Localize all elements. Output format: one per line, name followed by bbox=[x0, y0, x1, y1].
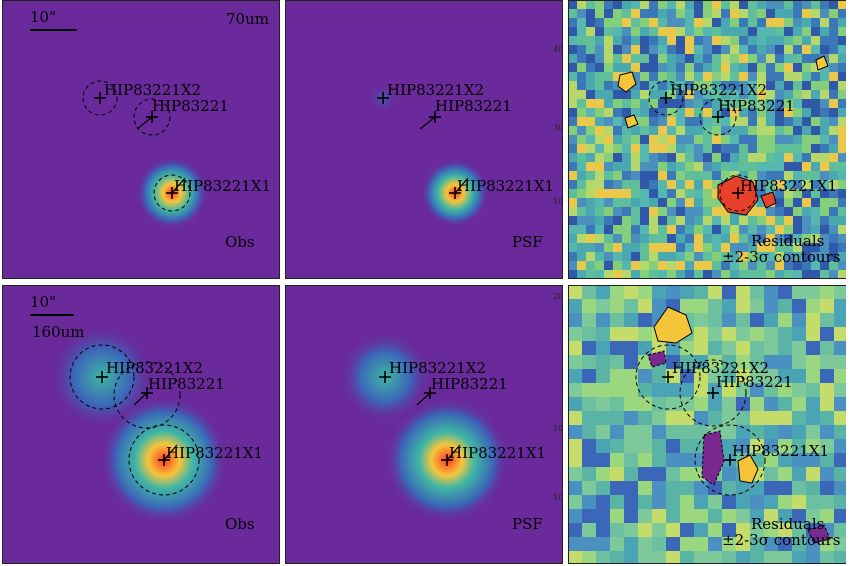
panel-label: PSF bbox=[512, 515, 543, 533]
source-label-x2: HIP83221X2 bbox=[106, 359, 204, 377]
source-label-x2: HIP83221X2 bbox=[387, 81, 485, 99]
source-label-x1: HIP83221X1 bbox=[457, 177, 555, 195]
panel-label-line2: ±2-3σ contours bbox=[722, 531, 841, 549]
scale-bar-label: 10" bbox=[30, 8, 56, 26]
residual-image-70um bbox=[568, 0, 846, 279]
axis-tick: 10 bbox=[553, 197, 563, 206]
panel-70um-psf: 40 30 10 HIP83221X2 HIP83221 HIP83221X1 … bbox=[285, 0, 563, 279]
source-label-main: HIP83221 bbox=[431, 375, 508, 393]
panel-70um-residuals: HIP83221X2 HIP83221 HIP83221X1 Residuals… bbox=[568, 0, 846, 279]
panel-160um-psf: 20 10 10 HIP83221X2 HIP83221 HIP83221X1 … bbox=[285, 285, 563, 564]
axis-tick: 10 bbox=[553, 493, 563, 502]
axis-tick: 30 bbox=[553, 123, 563, 132]
axis-tick: 40 bbox=[553, 45, 563, 54]
panel-label: Obs bbox=[225, 233, 255, 251]
source-label-main: HIP83221 bbox=[152, 97, 229, 115]
source-label-x1: HIP83221X1 bbox=[174, 177, 272, 195]
band-label: 160um bbox=[32, 323, 85, 341]
source-label-x1: HIP83221X1 bbox=[740, 177, 838, 195]
source-label-x2: HIP83221X2 bbox=[672, 359, 770, 377]
axis-tick: 20 bbox=[553, 292, 563, 301]
residual-image-160um bbox=[568, 285, 846, 564]
scale-bar-label: 10" bbox=[30, 293, 56, 311]
panel-label: Obs bbox=[225, 515, 255, 533]
source-label-x2: HIP83221X2 bbox=[389, 359, 487, 377]
source-label-main: HIP83221 bbox=[716, 373, 793, 391]
psf-image-160um bbox=[285, 285, 563, 564]
obs-image-160um bbox=[2, 285, 280, 564]
panel-label-line2: ±2-3σ contours bbox=[722, 248, 841, 266]
obs-image-70um bbox=[2, 0, 280, 279]
source-label-x1: HIP83221X1 bbox=[166, 444, 264, 462]
panel-label: PSF bbox=[512, 233, 543, 251]
panel-label-line1: Residuals bbox=[751, 515, 825, 533]
source-label-x1: HIP83221X1 bbox=[732, 442, 830, 460]
psf-image-70um bbox=[285, 0, 563, 279]
source-label-x1: HIP83221X1 bbox=[449, 444, 547, 462]
source-label-main: HIP83221 bbox=[718, 97, 795, 115]
source-label-x2: HIP83221X2 bbox=[670, 81, 768, 99]
panel-label-line1: Residuals bbox=[751, 232, 825, 250]
panel-160um-residuals: HIP83221X2 HIP83221 HIP83221X1 Residuals… bbox=[568, 285, 846, 564]
band-label: 70um bbox=[226, 10, 269, 28]
axis-tick: 10 bbox=[553, 424, 563, 433]
source-label-x2: HIP83221X2 bbox=[104, 81, 202, 99]
source-label-main: HIP83221 bbox=[148, 375, 225, 393]
source-label-main: HIP83221 bbox=[435, 97, 512, 115]
panel-70um-obs: 10" 70um HIP83221X2 HIP83221 HIP83221X1 … bbox=[2, 0, 280, 279]
panel-160um-obs: 10" 160um HIP83221X2 HIP83221 HIP83221X1… bbox=[2, 285, 280, 564]
